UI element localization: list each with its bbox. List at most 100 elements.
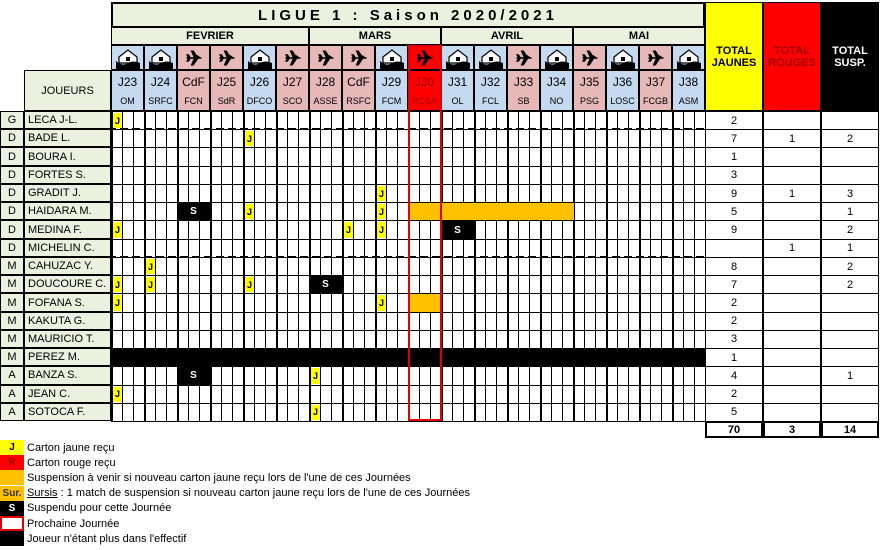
yellow-card-marker: J: [113, 295, 122, 311]
player-name[interactable]: FOFANA S.: [24, 293, 111, 312]
match-round[interactable]: J29: [375, 70, 408, 92]
match-round[interactable]: J24: [144, 70, 177, 92]
player-position: D: [0, 220, 24, 239]
match-opponent[interactable]: ASSE: [309, 92, 342, 111]
player-name[interactable]: KAKUTA G.: [24, 311, 111, 330]
total-yellow: 8: [705, 256, 763, 277]
match-round[interactable]: J33: [507, 70, 540, 92]
match-round[interactable]: J32: [474, 70, 507, 92]
total-susp: 2: [821, 275, 879, 295]
player-name[interactable]: JEAN C.: [24, 384, 111, 403]
match-round[interactable]: J26: [243, 70, 276, 92]
yellow-card-marker: J: [113, 277, 122, 293]
month-header: MAI: [573, 27, 705, 45]
total-red: [763, 366, 821, 386]
total-susp: [821, 348, 879, 368]
total-yellow: 2: [705, 111, 763, 131]
month-header: AVRIL: [441, 27, 573, 45]
player-name[interactable]: BADE L.: [24, 129, 111, 148]
suspension-warning-cell: [541, 203, 574, 221]
player-name[interactable]: GRADIT J.: [24, 183, 111, 203]
match-opponent[interactable]: ASM: [672, 92, 705, 111]
match-round[interactable]: J31: [441, 70, 474, 92]
player-name[interactable]: BANZA S.: [24, 366, 111, 385]
total-red: [763, 384, 821, 404]
legend-text: Suspension à venir si nouveau carton jau…: [27, 470, 627, 485]
match-opponent[interactable]: RSFC: [342, 92, 375, 111]
player-name[interactable]: SOTOCA F.: [24, 402, 111, 422]
house-icon: [111, 45, 144, 70]
match-round[interactable]: J34: [540, 70, 573, 92]
player-name[interactable]: LECA J-L.: [24, 111, 111, 130]
match-opponent[interactable]: NO: [540, 92, 573, 111]
yellow-card-marker: J: [377, 185, 386, 202]
yellow-card-marker: J: [245, 131, 254, 147]
match-opponent[interactable]: RCSA: [408, 92, 441, 111]
match-opponent[interactable]: OM: [111, 92, 144, 111]
match-round[interactable]: J35: [573, 70, 606, 92]
total-red: [763, 348, 821, 368]
match-opponent[interactable]: PSG: [573, 92, 606, 111]
match-opponent[interactable]: FCGB: [639, 92, 672, 111]
player-position: A: [0, 384, 24, 403]
legend-swatch-red: R: [0, 455, 24, 471]
player-name[interactable]: FORTES S.: [24, 165, 111, 184]
match-opponent[interactable]: SdR: [210, 92, 243, 111]
match-opponent[interactable]: FCM: [375, 92, 408, 111]
match-opponent[interactable]: LOSC: [606, 92, 639, 111]
total-yellow: 1: [705, 348, 763, 368]
match-round[interactable]: J23: [111, 70, 144, 92]
suspension-warning-cell: [508, 203, 541, 221]
total-yellow: 1: [705, 147, 763, 167]
total-red: [763, 311, 821, 331]
match-opponent[interactable]: DFCO: [243, 92, 276, 111]
player-name[interactable]: HAIDARA M.: [24, 202, 111, 221]
player-name[interactable]: MICHELIN C.: [24, 238, 111, 257]
sheet-title: LIGUE 1 : Saison 2020/2021: [111, 2, 705, 28]
total-red: [763, 165, 821, 185]
match-round[interactable]: CdF: [342, 70, 375, 92]
grand-total-yellow: 70: [705, 421, 763, 439]
player-name[interactable]: MAURICIO T.: [24, 329, 111, 349]
suspension-warning-cell: [475, 203, 508, 221]
total-susp: [821, 111, 879, 131]
match-round[interactable]: J27: [276, 70, 309, 92]
match-round[interactable]: J38: [672, 70, 705, 92]
match-opponent[interactable]: OL: [441, 92, 474, 111]
airplane-icon: [408, 45, 441, 70]
house-icon: [243, 45, 276, 70]
player-name[interactable]: DOUCOURE C.: [24, 275, 111, 294]
match-opponent[interactable]: FCL: [474, 92, 507, 111]
total-red: [763, 275, 821, 295]
player-name[interactable]: BOURA I.: [24, 147, 111, 166]
match-opponent[interactable]: SCO: [276, 92, 309, 111]
match-round[interactable]: CdF: [177, 70, 210, 92]
suspended-marker: S: [441, 220, 474, 240]
yellow-card-marker: J: [113, 113, 122, 129]
legend-text: Suspendu pour cette Journée: [27, 501, 627, 516]
match-opponent[interactable]: SB: [507, 92, 540, 111]
match-round[interactable]: J25: [210, 70, 243, 92]
total-susp: 2: [821, 129, 879, 149]
player-name[interactable]: PEREZ M.: [24, 348, 111, 367]
player-name[interactable]: CAHUZAC Y.: [24, 256, 111, 276]
total-yellow: 7: [705, 275, 763, 295]
total-yellow: [705, 238, 763, 258]
total-red: 1: [763, 238, 821, 258]
match-opponent[interactable]: SRFC: [144, 92, 177, 111]
total-red: [763, 147, 821, 167]
player-position: M: [0, 293, 24, 312]
house-icon: [144, 45, 177, 70]
grand-total-red: 3: [763, 421, 821, 439]
match-round[interactable]: J37: [639, 70, 672, 92]
match-round[interactable]: J36: [606, 70, 639, 92]
player-name[interactable]: MEDINA F.: [24, 220, 111, 239]
match-round[interactable]: J30: [408, 70, 441, 92]
legend-swatch-orange: [0, 470, 24, 486]
yellow-card-marker: J: [311, 404, 320, 421]
yellow-card-marker: J: [245, 204, 254, 220]
match-opponent[interactable]: FCN: [177, 92, 210, 111]
match-round[interactable]: J28: [309, 70, 342, 92]
total-susp: 3: [821, 183, 879, 204]
legend-description: Prochaine Journée: [27, 517, 120, 530]
